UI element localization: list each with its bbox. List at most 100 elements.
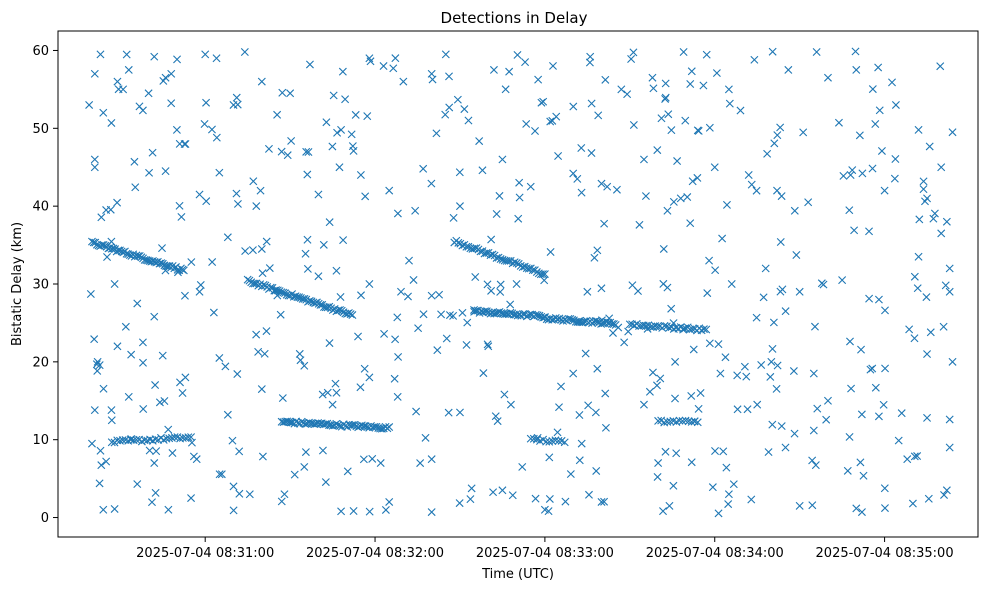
data-point — [880, 484, 889, 493]
data-point — [529, 434, 538, 443]
data-point — [127, 350, 136, 359]
data-point — [915, 215, 924, 224]
data-point — [856, 458, 865, 467]
data-point — [427, 508, 436, 517]
data-point — [913, 284, 922, 293]
data-point — [673, 157, 682, 166]
data-point — [601, 389, 610, 398]
data-point — [229, 506, 238, 515]
data-point — [107, 118, 116, 127]
data-point — [506, 300, 515, 309]
data-point — [501, 85, 510, 94]
data-point — [740, 362, 749, 371]
data-point — [475, 137, 484, 146]
data-point — [880, 186, 889, 195]
data-point — [609, 320, 618, 329]
data-point — [152, 447, 161, 456]
data-point — [279, 288, 288, 297]
data-point — [891, 155, 900, 163]
data-point — [304, 148, 313, 157]
data-point — [540, 270, 549, 279]
data-point — [612, 185, 621, 194]
data-point — [518, 462, 527, 471]
data-point — [671, 394, 680, 403]
data-point — [256, 186, 265, 195]
data-point — [427, 455, 436, 464]
data-point — [122, 50, 131, 59]
data-point — [875, 106, 884, 115]
data-point — [843, 466, 852, 475]
data-point — [235, 489, 244, 498]
data-point — [241, 247, 250, 256]
data-point — [385, 497, 394, 506]
data-point — [733, 405, 742, 414]
data-point — [492, 210, 501, 218]
data-point — [215, 353, 224, 362]
data-point — [725, 99, 734, 108]
x-tick-label: 2025-07-04 08:35:00 — [816, 546, 954, 561]
data-point — [925, 142, 934, 151]
data-point — [611, 320, 620, 329]
data-point — [107, 416, 116, 425]
data-point — [699, 81, 708, 90]
x-axis: 2025-07-04 08:31:00 2025-07-04 08:32:00 20… — [136, 537, 954, 561]
data-point — [278, 394, 287, 403]
data-point — [209, 308, 218, 317]
data-point — [328, 142, 337, 151]
data-point — [858, 169, 867, 178]
data-point — [871, 119, 880, 128]
data-point — [233, 370, 242, 379]
data-point — [799, 128, 808, 137]
y-tick-label: 50 — [32, 122, 49, 137]
data-point — [215, 470, 224, 479]
data-point — [484, 342, 493, 351]
data-point — [545, 437, 554, 446]
data-point — [871, 383, 880, 392]
data-point — [347, 130, 356, 139]
data-point — [90, 335, 99, 344]
data-point — [569, 102, 578, 111]
data-point — [138, 338, 147, 347]
data-point — [512, 280, 521, 288]
data-point — [354, 332, 363, 341]
data-point — [445, 103, 454, 112]
data-point — [240, 48, 249, 57]
data-point — [661, 79, 670, 88]
data-point — [733, 371, 742, 380]
data-point — [566, 470, 575, 479]
data-point — [331, 379, 340, 388]
data-point — [678, 416, 687, 425]
data-point — [132, 435, 141, 444]
data-point — [508, 491, 517, 500]
data-point — [515, 193, 524, 202]
data-point — [351, 110, 360, 119]
data-point — [187, 433, 196, 442]
x-axis-label: Time (UTC) — [481, 567, 554, 582]
data-point — [93, 366, 102, 375]
data-point — [929, 214, 938, 223]
data-point — [335, 305, 344, 314]
data-point — [496, 280, 505, 289]
data-point — [705, 123, 714, 132]
data-point — [776, 238, 785, 247]
data-point — [332, 266, 341, 275]
data-point — [689, 345, 698, 354]
data-point — [453, 95, 462, 104]
data-point — [107, 406, 116, 415]
data-point — [778, 285, 787, 294]
data-point — [624, 327, 633, 336]
data-point — [132, 251, 141, 260]
data-point — [671, 357, 680, 366]
data-point — [945, 287, 954, 296]
data-point — [389, 64, 398, 73]
data-point — [600, 219, 609, 228]
data-point — [686, 219, 695, 228]
data-point — [694, 404, 703, 413]
data-point — [441, 110, 450, 119]
data-point — [90, 69, 99, 78]
data-point — [195, 190, 204, 199]
data-point — [763, 149, 772, 158]
plot-area — [85, 47, 957, 518]
data-point — [846, 337, 854, 346]
